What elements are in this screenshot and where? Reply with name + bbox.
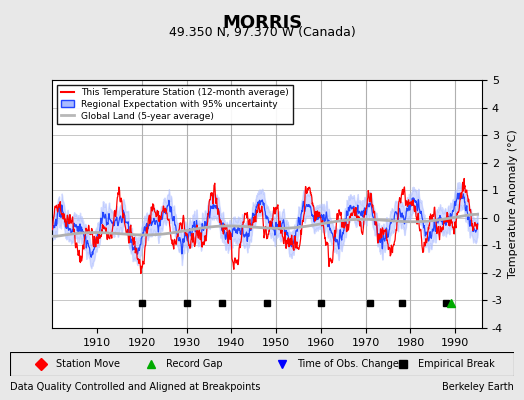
Legend: This Temperature Station (12-month average), Regional Expectation with 95% uncer: This Temperature Station (12-month avera… [57,84,292,124]
Text: 49.350 N, 97.370 W (Canada): 49.350 N, 97.370 W (Canada) [169,26,355,39]
Text: Station Move: Station Move [56,359,120,369]
Text: Empirical Break: Empirical Break [418,359,495,369]
Text: Berkeley Earth: Berkeley Earth [442,382,514,392]
Text: Time of Obs. Change: Time of Obs. Change [297,359,399,369]
Text: Record Gap: Record Gap [167,359,223,369]
Text: Data Quality Controlled and Aligned at Breakpoints: Data Quality Controlled and Aligned at B… [10,382,261,392]
Y-axis label: Temperature Anomaly (°C): Temperature Anomaly (°C) [508,130,518,278]
Text: MORRIS: MORRIS [222,14,302,32]
